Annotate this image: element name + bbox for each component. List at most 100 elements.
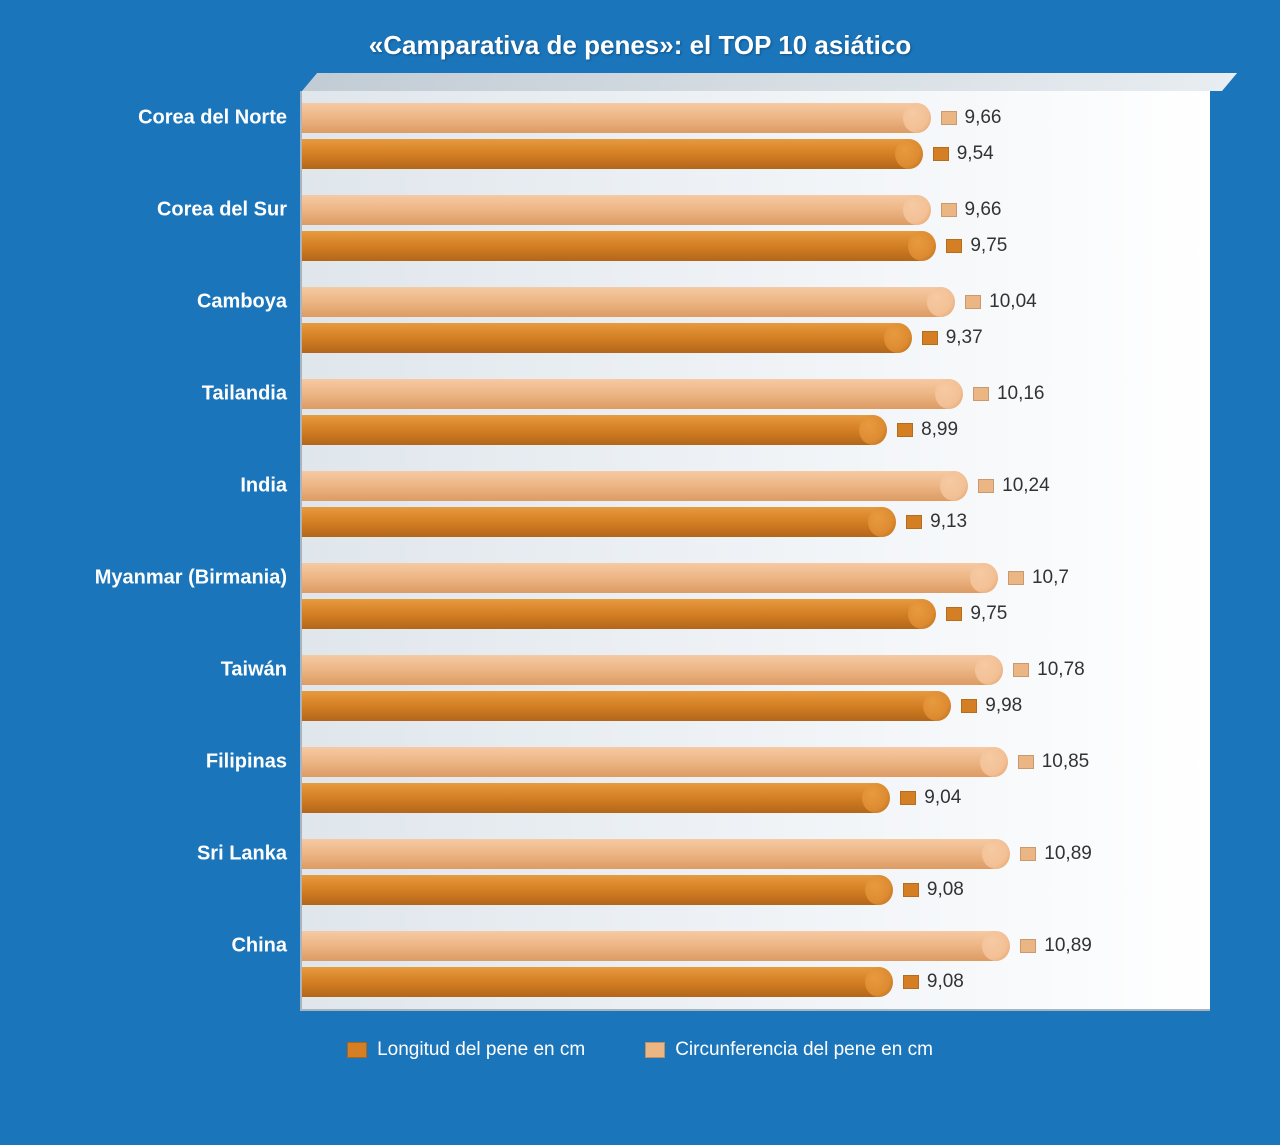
value-swatch-icon xyxy=(978,479,994,493)
chart-bar: 9,08 xyxy=(302,875,891,905)
bar-value-label: 9,75 xyxy=(946,603,1007,625)
legend: Longitud del pene en cm Circunferencia d… xyxy=(60,1039,1220,1061)
value-swatch-icon xyxy=(922,331,938,345)
value-swatch-icon xyxy=(941,111,957,125)
chart-bar: 10,24 xyxy=(302,471,966,501)
chart-bar: 10,04 xyxy=(302,287,953,317)
chart-bar: 10,89 xyxy=(302,839,1008,869)
value-swatch-icon xyxy=(903,975,919,989)
value-swatch-icon xyxy=(941,203,957,217)
category-label: Corea del Sur xyxy=(60,199,295,222)
value-swatch-icon xyxy=(900,791,916,805)
bar-value-text: 9,04 xyxy=(924,787,961,809)
bar-value-label: 10,04 xyxy=(965,291,1037,313)
bar-value-label: 10,7 xyxy=(1008,567,1069,589)
plot-area: 9,66 9,54 9,66 9,75 10,04 9,37 10,16 8,99 10,24 9… xyxy=(300,91,1210,1011)
chart-bar: 9,75 xyxy=(302,599,934,629)
chart-bar: 9,66 xyxy=(302,103,929,133)
category-label: Tailandia xyxy=(60,383,295,406)
bar-value-label: 10,89 xyxy=(1020,935,1092,957)
chart-bar: 9,08 xyxy=(302,967,891,997)
chart-bar: 8,99 xyxy=(302,415,885,445)
bar-value-label: 9,13 xyxy=(906,511,967,533)
bar-value-label: 10,24 xyxy=(978,475,1050,497)
bar-value-label: 10,78 xyxy=(1013,659,1085,681)
legend-item-circunferencia: Circunferencia del pene en cm xyxy=(645,1039,933,1061)
bar-value-text: 9,66 xyxy=(965,107,1002,129)
bar-value-text: 9,54 xyxy=(957,143,994,165)
value-swatch-icon xyxy=(933,147,949,161)
bar-value-text: 9,75 xyxy=(970,235,1007,257)
bar-value-text: 9,08 xyxy=(927,879,964,901)
chart-bar: 9,66 xyxy=(302,195,929,225)
bar-group: 10,85 9,04 xyxy=(302,747,1210,813)
value-swatch-icon xyxy=(1008,571,1024,585)
bar-value-text: 10,89 xyxy=(1044,935,1092,957)
legend-swatch-icon xyxy=(347,1042,367,1058)
plot-wrap: Corea del Norte Corea del Sur Camboya Taila… xyxy=(60,91,1220,1051)
value-swatch-icon xyxy=(903,883,919,897)
bar-value-text: 10,78 xyxy=(1037,659,1085,681)
chart-bar: 9,54 xyxy=(302,139,921,169)
bar-value-label: 9,37 xyxy=(922,327,983,349)
bar-group: 10,04 9,37 xyxy=(302,287,1210,353)
bar-value-label: 9,54 xyxy=(933,143,994,165)
chart-container: «Camparativa de penes»: el TOP 10 asiáti… xyxy=(0,0,1280,1145)
bar-value-label: 9,08 xyxy=(903,971,964,993)
category-labels: Corea del Norte Corea del Sur Camboya Taila… xyxy=(60,91,295,1011)
chart-bar: 10,89 xyxy=(302,931,1008,961)
chart-bar: 10,78 xyxy=(302,655,1001,685)
bar-value-text: 10,16 xyxy=(997,383,1045,405)
category-label: India xyxy=(60,475,295,498)
legend-item-longitud: Longitud del pene en cm xyxy=(347,1039,585,1061)
chart-bar: 10,7 xyxy=(302,563,996,593)
category-label: Camboya xyxy=(60,291,295,314)
value-swatch-icon xyxy=(1018,755,1034,769)
category-label: Myanmar (Birmania) xyxy=(60,567,295,590)
bar-value-label: 10,89 xyxy=(1020,843,1092,865)
bar-value-text: 10,7 xyxy=(1032,567,1069,589)
value-swatch-icon xyxy=(946,239,962,253)
bar-value-text: 9,13 xyxy=(930,511,967,533)
bar-group: 10,16 8,99 xyxy=(302,379,1210,445)
category-label: Sri Lanka xyxy=(60,843,295,866)
chart-bar: 9,75 xyxy=(302,231,934,261)
chart-bar: 9,98 xyxy=(302,691,949,721)
bar-group: 10,7 9,75 xyxy=(302,563,1210,629)
value-swatch-icon xyxy=(1020,847,1036,861)
bar-group: 10,78 9,98 xyxy=(302,655,1210,721)
bar-value-text: 8,99 xyxy=(921,419,958,441)
value-swatch-icon xyxy=(961,699,977,713)
bar-value-text: 9,08 xyxy=(927,971,964,993)
bar-group: 10,24 9,13 xyxy=(302,471,1210,537)
bar-group: 9,66 9,75 xyxy=(302,195,1210,261)
value-swatch-icon xyxy=(897,423,913,437)
bar-value-label: 8,99 xyxy=(897,419,958,441)
bar-value-label: 9,75 xyxy=(946,235,1007,257)
bar-value-label: 9,98 xyxy=(961,695,1022,717)
bar-value-text: 10,04 xyxy=(989,291,1037,313)
bar-value-text: 10,85 xyxy=(1042,751,1090,773)
legend-swatch-icon xyxy=(645,1042,665,1058)
bars-layer: 9,66 9,54 9,66 9,75 10,04 9,37 10,16 8,99 10,24 9… xyxy=(302,91,1210,1009)
category-label: Filipinas xyxy=(60,751,295,774)
bar-value-text: 9,66 xyxy=(965,199,1002,221)
value-swatch-icon xyxy=(946,607,962,621)
chart-bar: 9,04 xyxy=(302,783,888,813)
chart-title: «Camparativa de penes»: el TOP 10 asiáti… xyxy=(60,30,1220,61)
category-label: Corea del Norte xyxy=(60,107,295,130)
bar-value-label: 10,16 xyxy=(973,383,1045,405)
bar-value-text: 9,75 xyxy=(970,603,1007,625)
bar-value-label: 9,66 xyxy=(941,199,1002,221)
bar-group: 10,89 9,08 xyxy=(302,931,1210,997)
bar-value-text: 10,89 xyxy=(1044,843,1092,865)
value-swatch-icon xyxy=(965,295,981,309)
bar-value-label: 10,85 xyxy=(1018,751,1090,773)
bar-value-label: 9,08 xyxy=(903,879,964,901)
value-swatch-icon xyxy=(1013,663,1029,677)
bar-value-label: 9,04 xyxy=(900,787,961,809)
bar-value-text: 9,37 xyxy=(946,327,983,349)
category-label: China xyxy=(60,935,295,958)
category-label: Taiwán xyxy=(60,659,295,682)
legend-label: Circunferencia del pene en cm xyxy=(675,1039,933,1061)
